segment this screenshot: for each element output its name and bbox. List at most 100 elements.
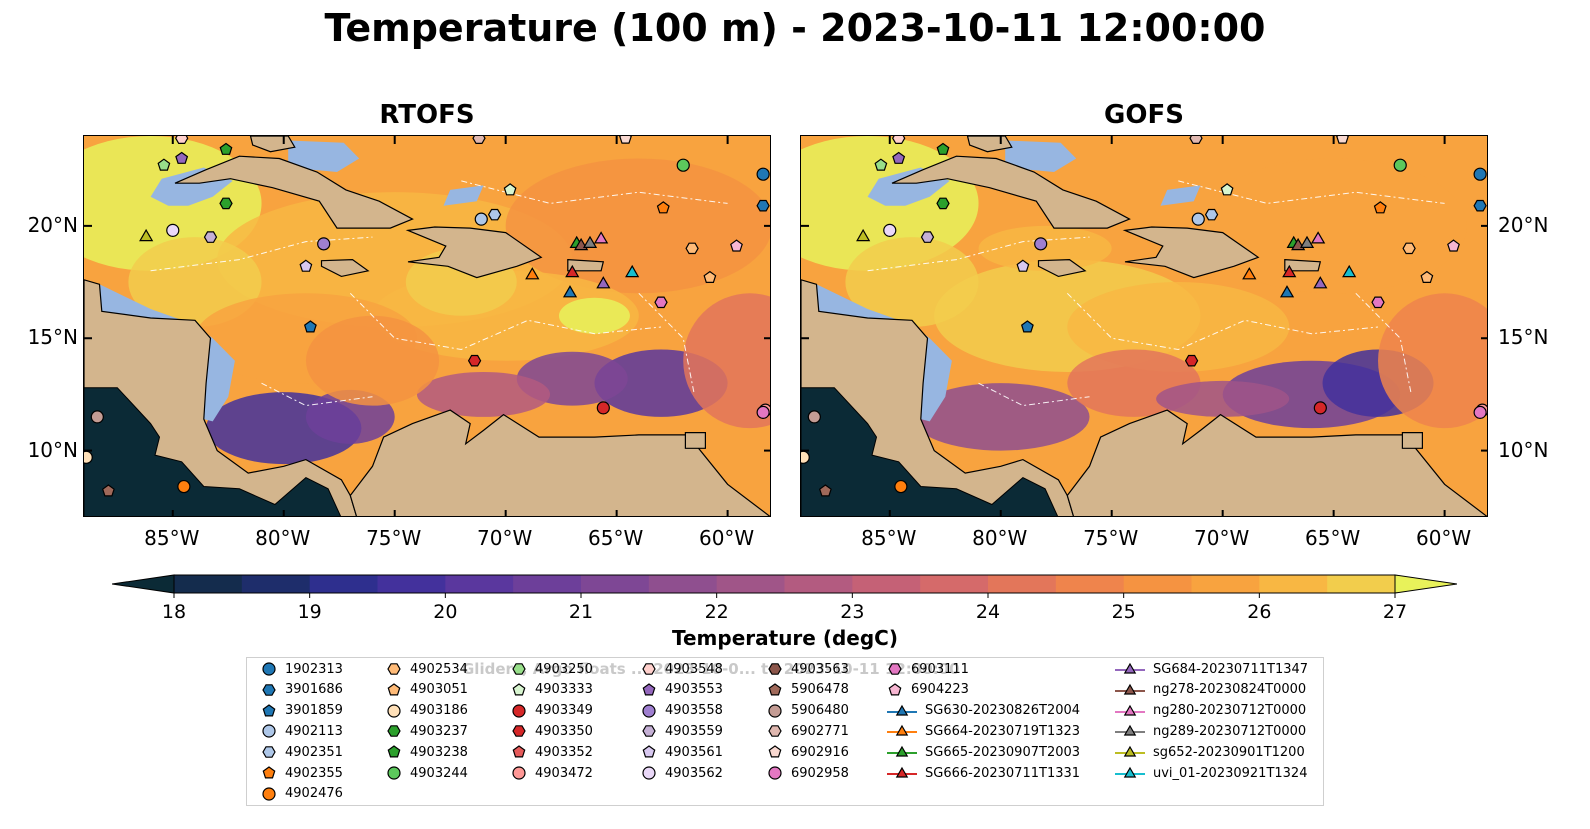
observation-3901686 — [756, 199, 770, 212]
observation-4903333 — [1220, 183, 1234, 196]
temperature-blob — [128, 237, 262, 327]
observation-4903250 — [157, 158, 171, 171]
shallow-shelf — [816, 284, 952, 422]
observation-4903238 — [219, 142, 233, 155]
legend-marker — [512, 663, 526, 675]
eez-boundary — [1066, 292, 1379, 351]
legend-swatch — [768, 663, 782, 675]
legend-item: 4903244 — [386, 765, 468, 781]
observation-4903237 — [936, 197, 950, 210]
legend-marker — [262, 746, 276, 758]
legend-marker — [262, 703, 276, 717]
observation-4903548 — [175, 136, 189, 145]
legend-label: 6903111 — [911, 661, 969, 677]
temperature-blob — [845, 237, 979, 327]
legend-label: 4902113 — [285, 723, 343, 739]
colorbar-bin — [1055, 575, 1125, 593]
observation-6903111 — [1371, 296, 1385, 309]
legend-marker — [642, 703, 656, 718]
legend-swatch — [1115, 725, 1145, 736]
legend-label: 4903244 — [410, 765, 468, 781]
legend-swatch — [1115, 683, 1145, 695]
legend-label: 4902534 — [410, 661, 468, 677]
colorbar-tick-label: 18 — [161, 601, 187, 623]
legend-label: 4903349 — [535, 703, 593, 719]
observation-4903562 — [883, 223, 897, 237]
observation-4903548 — [892, 136, 906, 145]
legend-marker — [262, 724, 276, 738]
legend-label: 4903562 — [665, 765, 723, 781]
colorbar-tick-label: 23 — [840, 601, 865, 623]
legend-marker — [387, 663, 401, 675]
observation-6902958 — [756, 405, 770, 419]
legend-label: 3901686 — [285, 682, 343, 698]
observation-ng289 — [582, 235, 598, 249]
colorbar-label: Temperature (degC) — [672, 626, 898, 650]
legend-label: 6902958 — [791, 765, 849, 781]
observation-4902113 — [474, 212, 488, 226]
legend-swatch — [1115, 662, 1145, 674]
land-puerto-rico — [567, 258, 605, 272]
colorbar-tick-label: 22 — [704, 601, 729, 623]
legend-swatch — [512, 725, 526, 738]
legend-swatch — [888, 663, 902, 675]
lon-tick-label: 65°W — [588, 526, 644, 550]
colorbar-bin — [1259, 575, 1328, 593]
lon-tick-label: 75°W — [1083, 526, 1139, 550]
legend-swatch — [387, 725, 401, 738]
legend-marker — [1123, 725, 1137, 736]
legend-swatch — [887, 725, 917, 736]
legend-marker — [512, 766, 526, 780]
figure-title: Temperature (100 m) - 2023-10-11 12:00:0… — [324, 6, 1266, 50]
temperature-blob — [416, 371, 551, 417]
legend-item: 3901686 — [261, 682, 343, 698]
legend-label: 4903563 — [791, 661, 849, 677]
legend-item: 4903558 — [641, 703, 723, 719]
legend-item: ng278-20230824T0000 — [1115, 682, 1306, 698]
legend-swatch — [887, 766, 917, 778]
legend-label: ng280-20230712T0000 — [1153, 703, 1307, 719]
observation-3901686 — [1473, 199, 1487, 212]
legend-swatch — [642, 745, 656, 758]
legend-item: ng280-20230712T0000 — [1115, 703, 1306, 719]
legend-item: sg652-20230901T1200 — [1115, 744, 1305, 760]
observation-ng289 — [1299, 235, 1315, 249]
temperature-blob — [1067, 282, 1290, 372]
legend-item: 4903349 — [511, 703, 593, 719]
legend-item: 6903111 — [887, 661, 969, 677]
land-trinidad — [684, 432, 707, 449]
legend-item: 6902958 — [767, 765, 849, 781]
temperature-blob — [305, 315, 440, 406]
colorbar-bin — [852, 575, 921, 593]
observation-1902313 — [756, 167, 770, 181]
legend-marker — [512, 745, 526, 758]
legend-swatch — [262, 703, 276, 717]
eez-boundary — [1355, 292, 1412, 395]
legend-marker — [895, 745, 909, 757]
land-south-america — [349, 409, 770, 516]
pacific-ocean — [801, 387, 1059, 516]
legend-swatch — [262, 683, 276, 696]
legend-label: 6902771 — [791, 723, 849, 739]
observation-6903111 — [654, 296, 668, 309]
legend-marker — [642, 725, 656, 738]
observation-6902771 — [1189, 136, 1203, 145]
legend-swatch — [387, 663, 401, 675]
panel-title-gofs: GOFS — [1104, 100, 1184, 130]
legend-label: sg652-20230901T1200 — [1153, 744, 1305, 760]
legend-item: 4903333 — [511, 682, 593, 698]
lon-tick-label: 80°W — [255, 526, 311, 550]
observation-SG684 — [1313, 276, 1328, 289]
legend-marker — [262, 662, 276, 676]
observation-4903562 — [166, 223, 180, 237]
land-south-america — [1066, 409, 1487, 516]
legend-item: 4903237 — [386, 723, 468, 739]
lon-tick-label: 80°W — [972, 526, 1028, 550]
legend-item: 1902313 — [261, 661, 343, 677]
legend-swatch — [642, 683, 656, 696]
legend-label: 4903561 — [665, 744, 723, 760]
legend-label: 4903559 — [665, 723, 723, 739]
lon-tick-label: 65°W — [1305, 526, 1361, 550]
colorbar-tick-label: 27 — [1382, 601, 1408, 623]
legend-marker — [895, 725, 909, 736]
